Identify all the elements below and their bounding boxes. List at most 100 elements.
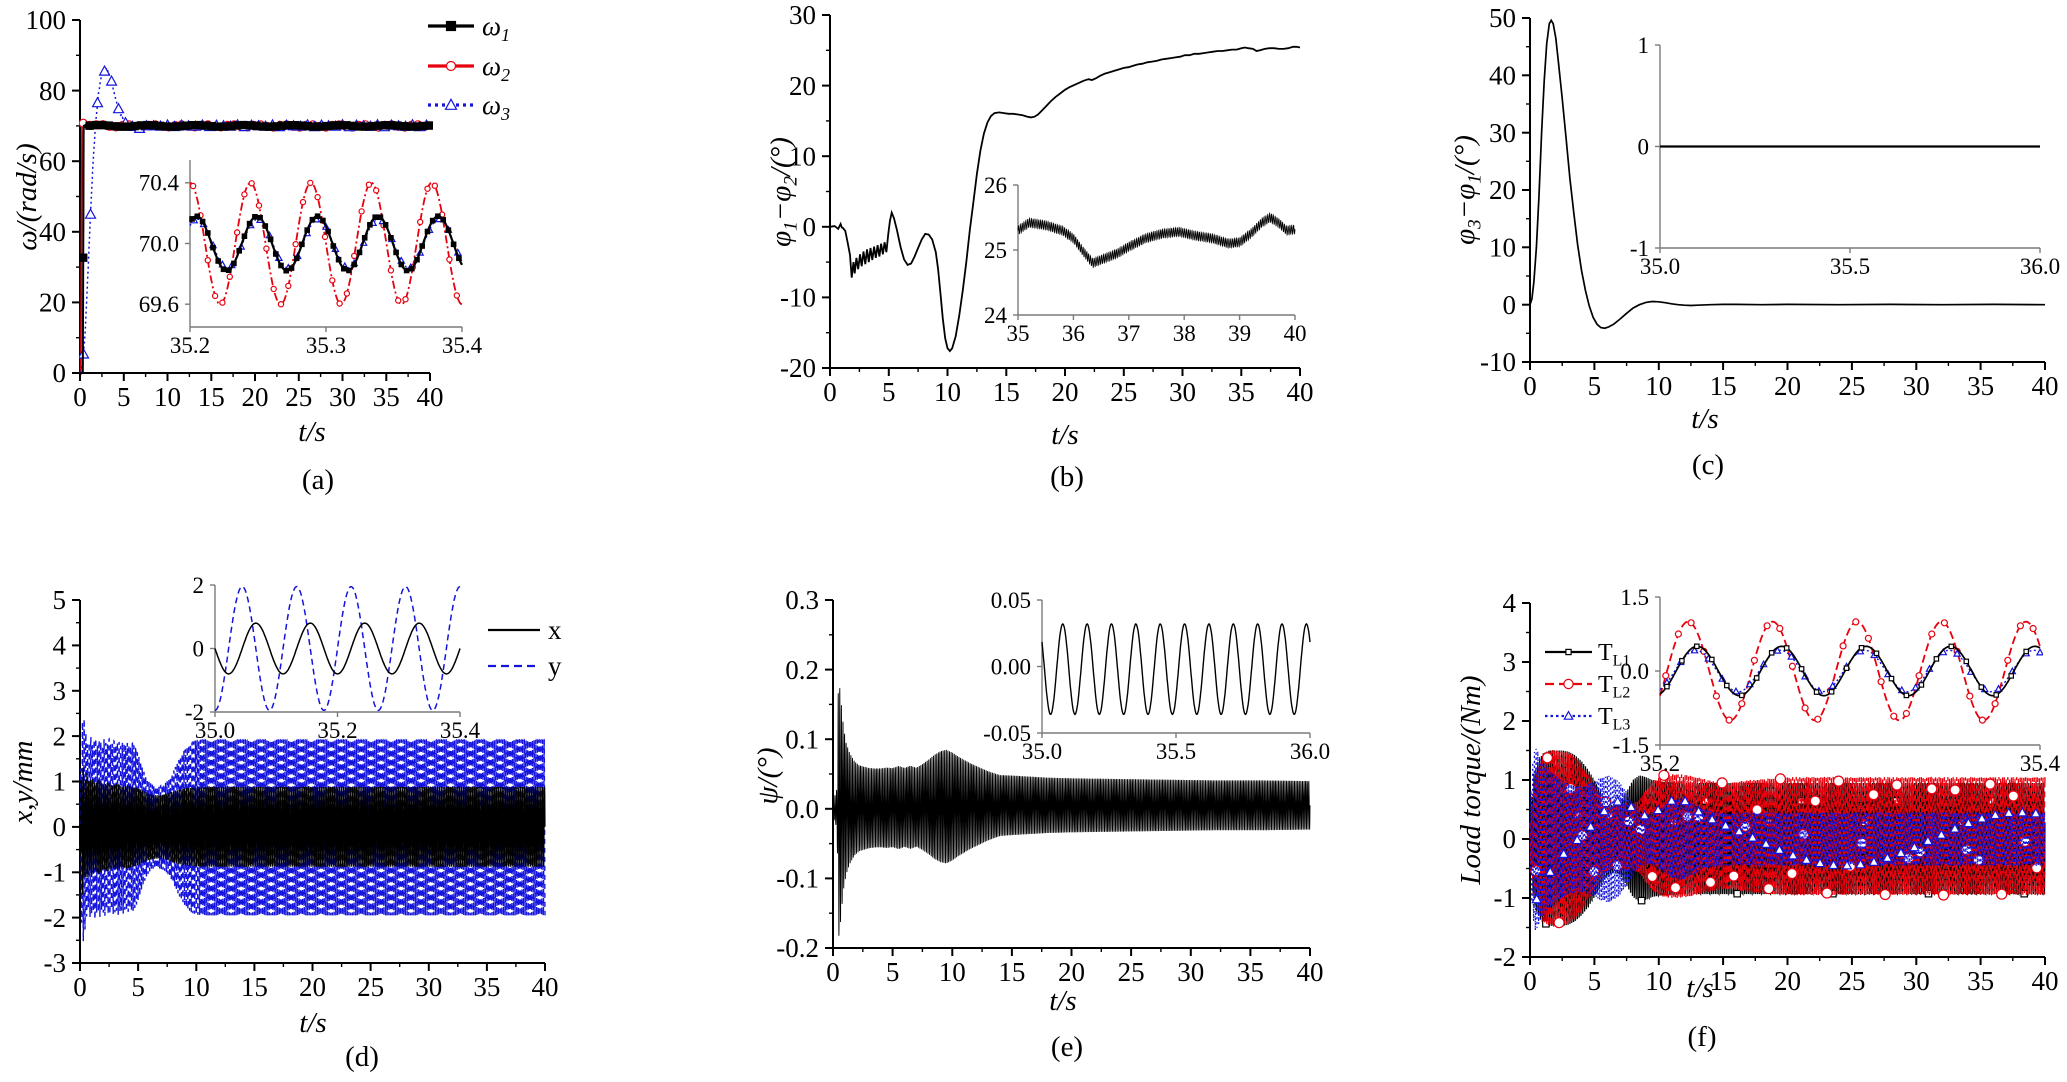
series-psi-inset (1041, 622, 1311, 716)
markers-TL3-inset (1662, 645, 2043, 695)
svg-text:0.05: 0.05 (991, 588, 1031, 613)
svg-text:35: 35 (473, 972, 500, 1002)
svg-text:0: 0 (73, 972, 87, 1002)
legend-a: ω1 ω2 ω3 (428, 11, 510, 124)
caption-d: (d) (345, 1041, 379, 1073)
series-omega2 (79, 120, 431, 376)
ylabel-e: ψ/(°) (752, 748, 784, 805)
svg-text:40: 40 (1287, 377, 1314, 407)
legend-label-a-1: ω2 (482, 51, 510, 85)
svg-text:10: 10 (939, 957, 966, 987)
svg-text:-10: -10 (1480, 347, 1516, 377)
legend-label-a-2: ω3 (482, 90, 510, 124)
svg-text:-10: -10 (780, 283, 816, 313)
svg-text:35.2: 35.2 (170, 333, 210, 358)
svg-text:35.3: 35.3 (306, 333, 346, 358)
svg-text:30: 30 (1903, 966, 1930, 996)
svg-text:0: 0 (1503, 824, 1517, 854)
svg-text:20: 20 (1774, 371, 1801, 401)
series-group-a (79, 64, 433, 376)
svg-text:20: 20 (1058, 957, 1085, 987)
series-phi1-phi2 (829, 45, 1301, 353)
xlabel-b: t/s (1051, 419, 1078, 451)
svg-text:40: 40 (1489, 60, 1516, 90)
svg-text:30: 30 (1177, 957, 1204, 987)
svg-text:35.5: 35.5 (1156, 739, 1196, 764)
svg-text:35.2: 35.2 (317, 718, 357, 743)
svg-text:24: 24 (984, 303, 1008, 328)
svg-text:25: 25 (1118, 957, 1145, 987)
svg-text:0: 0 (1503, 290, 1517, 320)
series-phi3-phi1 (1529, 18, 2046, 330)
svg-text:20: 20 (39, 288, 66, 318)
series-TL2-inset (1659, 620, 2041, 722)
series-group-f-inset (1659, 618, 2043, 724)
legend-label-f-0: TL1 (1598, 640, 1630, 669)
svg-text:0: 0 (826, 957, 840, 987)
svg-text:4: 4 (1503, 588, 1517, 618)
ylabel-f: Load torque/(Nm) (1455, 675, 1487, 885)
caption-a: (a) (302, 464, 334, 496)
subplot-b: 0 5 10 15 20 25 30 35 40 -20 -10 0 10 20 30 35 36 37 38 39 4… (765, 0, 1314, 493)
svg-text:20: 20 (1489, 175, 1516, 205)
series-group-b (829, 45, 1301, 353)
series-phi1-phi2-inset (1017, 211, 1296, 269)
inset-b: 35 36 37 38 39 40 24 25 26 (984, 173, 1307, 346)
markers-omega2-inset (189, 179, 460, 308)
svg-text:35.0: 35.0 (1022, 739, 1062, 764)
svg-text:-20: -20 (780, 353, 816, 383)
xlabel-e: t/s (1049, 985, 1076, 1017)
series-group-e (832, 688, 1311, 936)
svg-text:35.4: 35.4 (440, 718, 481, 743)
svg-text:10: 10 (789, 141, 816, 171)
svg-text:5: 5 (117, 382, 131, 412)
svg-text:35: 35 (1007, 321, 1030, 346)
svg-text:35.2: 35.2 (1640, 751, 1680, 776)
svg-text:30: 30 (789, 0, 816, 30)
inset-e: 35.0 35.5 36.0 -0.05 0.00 0.05 (983, 588, 1330, 764)
svg-text:0: 0 (1523, 966, 1537, 996)
svg-text:20: 20 (1052, 377, 1079, 407)
svg-text:3: 3 (1503, 647, 1517, 677)
svg-text:36: 36 (1062, 321, 1085, 346)
caption-c: (c) (1692, 449, 1724, 481)
svg-text:20: 20 (299, 972, 326, 1002)
svg-text:36.0: 36.0 (2020, 254, 2060, 279)
ylabel-a: ω/(rad/s) (11, 143, 43, 250)
svg-text:5: 5 (1588, 966, 1602, 996)
svg-text:10: 10 (154, 382, 181, 412)
svg-text:0: 0 (1523, 371, 1537, 401)
svg-text:26: 26 (984, 173, 1007, 198)
svg-text:1: 1 (53, 767, 67, 797)
series-group-c (1529, 18, 2046, 330)
xlabel-f: t/s (1686, 972, 1713, 1004)
svg-text:5: 5 (886, 957, 900, 987)
series-y-inset (214, 585, 461, 712)
legend-f: TL1 TL2 TL3 (1545, 640, 1630, 733)
series-group-b-inset (1017, 211, 1296, 269)
svg-text:40: 40 (1284, 321, 1307, 346)
series-x-inset (214, 622, 461, 675)
svg-text:25: 25 (1838, 966, 1865, 996)
subplot-e: 0 5 10 15 20 25 30 35 40 -0.2 -0.1 0.0 0.1 0.2 0.3 35.0… (752, 585, 1330, 1063)
svg-text:60: 60 (39, 146, 66, 176)
markers-omega1 (79, 120, 433, 262)
svg-text:15: 15 (1710, 371, 1737, 401)
svg-text:3: 3 (53, 676, 67, 706)
series-group-a-inset (189, 179, 463, 308)
caption-f: (f) (1688, 1021, 1717, 1053)
svg-text:-2: -2 (185, 700, 204, 725)
svg-text:-0.05: -0.05 (983, 721, 1031, 746)
legend-label-a-0: ω1 (482, 11, 510, 45)
svg-text:10: 10 (1645, 966, 1672, 996)
svg-text:10: 10 (183, 972, 210, 1002)
svg-text:80: 80 (39, 76, 66, 106)
svg-text:-1: -1 (44, 857, 67, 887)
series-omega2-inset (189, 181, 463, 306)
markers-omega3 (79, 64, 433, 359)
caption-b: (b) (1050, 461, 1084, 493)
series-group-e-inset (1041, 622, 1311, 716)
svg-text:30: 30 (329, 382, 356, 412)
